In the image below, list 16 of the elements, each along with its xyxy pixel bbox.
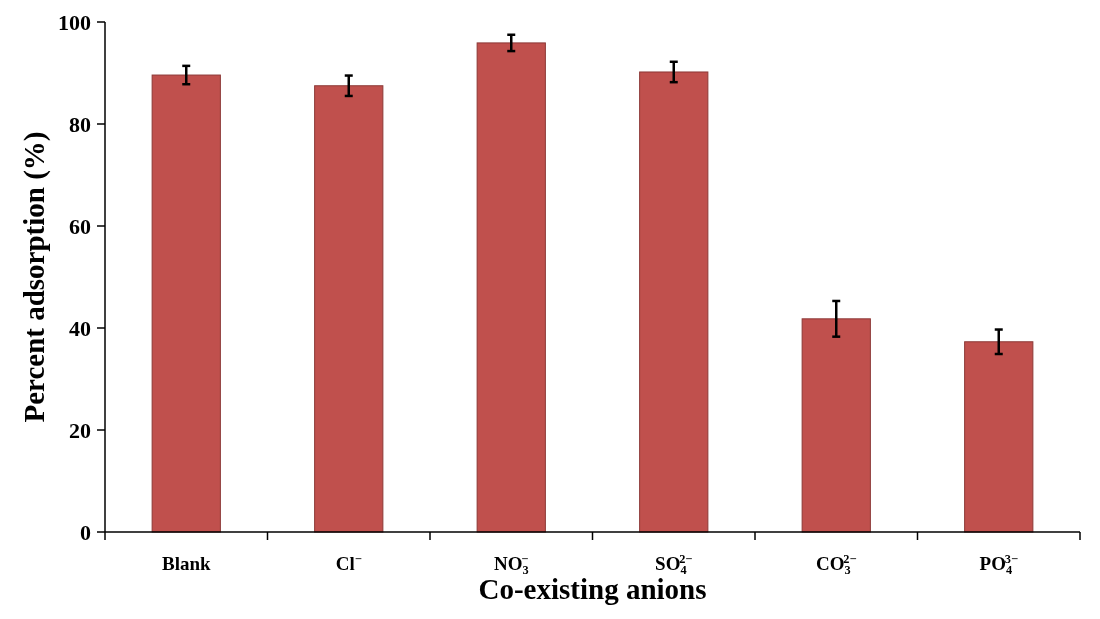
bar (964, 341, 1034, 533)
y-tick-label: 20 (69, 417, 91, 443)
bar (801, 318, 871, 533)
x-axis-title: Co-existing anions (478, 573, 707, 605)
bar (476, 42, 546, 533)
bar (151, 74, 221, 533)
x-tick-label: Blank (161, 553, 211, 574)
y-tick-label: 80 (69, 111, 91, 137)
y-tick-label: 40 (69, 315, 91, 341)
y-tick-label: 60 (69, 213, 91, 239)
x-tick-label: Cl$^{−}$ (335, 552, 362, 574)
y-tick-label: 0 (80, 519, 91, 545)
bar (639, 71, 709, 533)
y-axis-title: Percent adsorption (%) (18, 131, 51, 423)
y-tick-label: 100 (58, 9, 91, 35)
bar (314, 85, 384, 533)
